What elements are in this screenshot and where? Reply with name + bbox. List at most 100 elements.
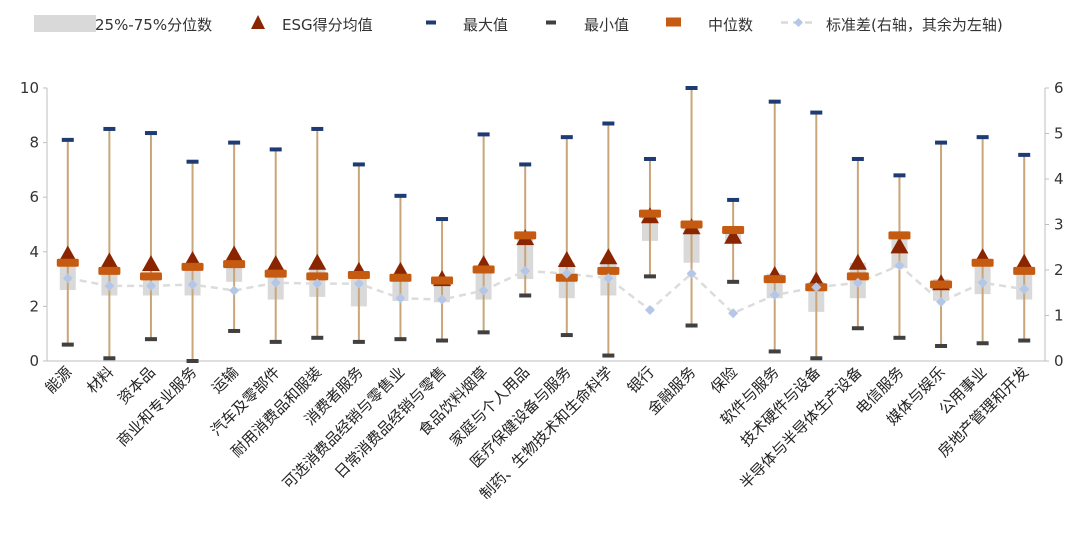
mean-marker <box>557 250 576 267</box>
min-marker <box>851 326 864 331</box>
std-marker <box>353 278 364 289</box>
max-marker <box>61 137 74 142</box>
mean-marker <box>58 245 77 262</box>
std-marker <box>395 293 406 304</box>
std-marker <box>936 296 947 307</box>
legend-mean-swatch <box>251 15 265 29</box>
max-marker <box>810 110 823 115</box>
right-tick-label: 5 <box>1054 125 1064 143</box>
min-marker <box>935 343 948 348</box>
median-marker <box>680 220 703 229</box>
std-marker <box>187 279 198 290</box>
max-marker <box>685 86 698 90</box>
legend: 25%-75%分位数 ESG得分均值 最大值 最小值 中位数 标准差(右轴，其余… <box>34 15 1003 34</box>
min-marker <box>477 330 490 335</box>
min-marker <box>228 328 241 333</box>
max-marker <box>976 135 989 140</box>
median-marker <box>181 262 204 271</box>
median-marker <box>597 266 620 275</box>
legend-iqr-label: 25%-75%分位数 <box>95 16 212 34</box>
legend-min-label: 最小值 <box>584 16 629 34</box>
max-marker <box>103 126 116 131</box>
left-tick-label: 4 <box>29 243 39 261</box>
median-marker <box>306 272 329 281</box>
right-tick-label: 1 <box>1054 307 1064 325</box>
min-marker <box>976 341 989 346</box>
min-marker <box>144 337 157 342</box>
min-marker <box>394 337 407 342</box>
median-marker <box>888 231 911 240</box>
median-marker <box>1013 266 1036 275</box>
left-tick-label: 6 <box>29 188 39 206</box>
std-marker <box>104 280 115 291</box>
mean-marker <box>100 252 119 269</box>
left-tick-label: 8 <box>29 134 39 152</box>
x-tick-label: 运输 <box>208 363 242 397</box>
right-tick-label: 0 <box>1054 352 1064 370</box>
mean-marker <box>266 255 285 272</box>
std-marker <box>270 277 281 288</box>
left-tick-label: 2 <box>29 297 39 315</box>
x-tick-label: 材料 <box>83 363 117 397</box>
plot-area <box>56 86 1036 363</box>
min-marker <box>810 356 823 361</box>
legend-median-label: 中位数 <box>708 16 753 34</box>
max-marker <box>311 126 324 131</box>
std-marker <box>644 305 655 316</box>
mean-marker <box>225 245 244 262</box>
min-marker <box>727 279 740 284</box>
left-tick-label: 0 <box>29 352 39 370</box>
legend-mean-label: ESG得分均值 <box>282 16 373 34</box>
median-marker <box>638 209 661 218</box>
mean-marker <box>890 237 909 254</box>
right-tick-label: 2 <box>1054 261 1064 279</box>
median-marker <box>930 280 953 289</box>
max-marker <box>768 99 781 104</box>
median-marker <box>514 231 537 240</box>
std-marker <box>728 308 739 319</box>
max-marker <box>436 217 449 222</box>
max-marker <box>935 140 948 145</box>
std-marker <box>603 273 614 284</box>
min-marker <box>311 335 324 340</box>
legend-max-swatch <box>426 20 436 25</box>
mean-marker <box>141 255 160 272</box>
median-marker <box>846 272 869 281</box>
min-marker <box>1018 338 1031 343</box>
right-tick-label: 6 <box>1054 79 1064 97</box>
legend-max-label: 最大值 <box>463 16 508 34</box>
std-marker <box>478 285 489 296</box>
max-marker <box>893 173 906 178</box>
min-marker <box>519 293 532 298</box>
std-marker <box>894 260 905 271</box>
min-marker <box>186 359 199 363</box>
legend-iqr-swatch <box>34 15 96 32</box>
median-marker <box>763 275 786 284</box>
right-tick-label: 4 <box>1054 170 1064 188</box>
std-marker <box>769 290 780 301</box>
median-marker <box>223 260 246 269</box>
min-marker <box>269 339 282 344</box>
std-marker <box>229 285 240 296</box>
min-marker <box>893 335 906 340</box>
min-marker <box>602 353 615 358</box>
max-marker <box>144 131 157 136</box>
max-marker <box>228 140 241 145</box>
std-marker <box>852 277 863 288</box>
mean-marker <box>308 253 327 270</box>
min-marker <box>103 356 116 361</box>
median-marker <box>971 258 994 267</box>
max-marker <box>851 156 864 161</box>
max-marker <box>186 159 199 164</box>
max-marker <box>519 162 532 167</box>
min-marker <box>560 333 573 338</box>
max-marker <box>477 132 490 137</box>
max-marker <box>560 135 573 140</box>
median-marker <box>56 258 79 267</box>
median-marker <box>472 265 495 274</box>
std-marker <box>312 278 323 289</box>
mean-marker <box>724 227 743 244</box>
min-marker <box>685 323 698 328</box>
